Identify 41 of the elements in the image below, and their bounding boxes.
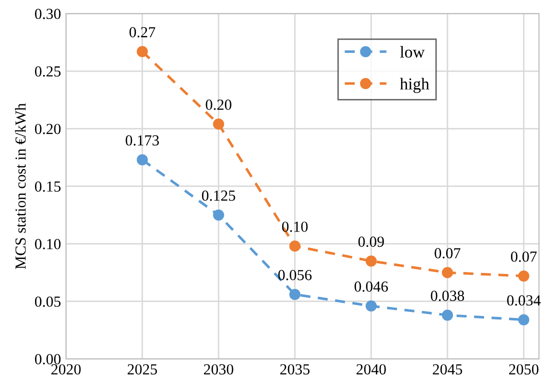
x-tick-label: 2035 <box>280 364 310 375</box>
data-label: 0.07 <box>510 252 537 262</box>
x-tick-label: 2030 <box>204 364 234 375</box>
y-tick-label: 0.25 <box>34 66 61 77</box>
y-tick-label: 0.30 <box>34 8 61 20</box>
data-label: 0.173 <box>126 135 159 146</box>
data-label: 0.034 <box>507 295 541 306</box>
point <box>136 46 148 58</box>
x-tick-label: 2050 <box>509 364 538 375</box>
point <box>518 270 530 282</box>
point <box>366 300 377 312</box>
legend-label: high <box>400 78 430 93</box>
point <box>442 267 454 278</box>
point <box>136 154 148 166</box>
data-label: 0.10 <box>282 222 308 232</box>
data-label: 0.125 <box>202 190 236 201</box>
point <box>518 314 530 326</box>
y-tick-label: 0.00 <box>34 354 61 364</box>
data-label: 0.07 <box>434 248 460 258</box>
data-label: 0.20 <box>206 100 232 110</box>
data-label: 0.27 <box>130 27 156 38</box>
legend-label: low <box>400 46 425 58</box>
data-label: 0.09 <box>358 236 384 247</box>
point <box>442 310 454 321</box>
x-tick-label: 2045 <box>432 364 462 375</box>
y-tick-label: 0.20 <box>34 124 61 134</box>
point <box>213 118 224 130</box>
x-tick-label: 2040 <box>356 364 386 375</box>
point <box>289 288 300 300</box>
point <box>289 240 300 252</box>
y-tick-label: 0.10 <box>34 238 61 250</box>
data-label: 0.038 <box>430 290 464 302</box>
point <box>213 209 224 221</box>
data-label: 0.046 <box>354 281 388 292</box>
data-label: 0.056 <box>278 270 312 280</box>
y-axis-title: MCS station cost in €/kWh <box>14 103 26 269</box>
x-tick-label: 2020 <box>51 364 81 375</box>
point <box>366 256 377 267</box>
y-tick-label: 0.15 <box>34 181 61 192</box>
x-tick-label: 2025 <box>128 364 157 375</box>
y-tick-label: 0.05 <box>34 296 61 307</box>
